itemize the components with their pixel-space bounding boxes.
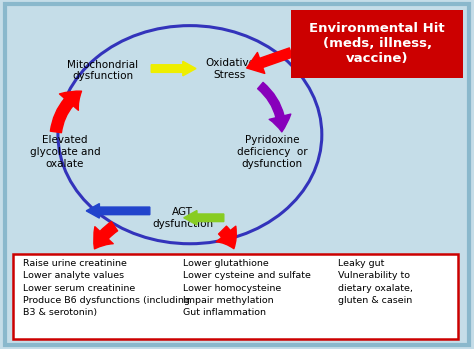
- Text: Raise urine creatinine
Lower analyte values
Lower serum creatinine
Produce B6 dy: Raise urine creatinine Lower analyte val…: [23, 259, 190, 317]
- Text: Leaky gut
Vulnerability to
dietary oxalate,
gluten & casein: Leaky gut Vulnerability to dietary oxala…: [338, 259, 413, 305]
- FancyArrow shape: [184, 210, 224, 225]
- FancyBboxPatch shape: [5, 4, 469, 345]
- Text: Pyridoxine
deficiency  or
dysfunction: Pyridoxine deficiency or dysfunction: [237, 135, 308, 169]
- Text: AGT
dysfunction: AGT dysfunction: [152, 207, 213, 229]
- FancyBboxPatch shape: [13, 254, 458, 339]
- Text: Oxidative
Stress: Oxidative Stress: [205, 58, 255, 80]
- FancyBboxPatch shape: [291, 10, 463, 77]
- FancyArrow shape: [151, 61, 196, 76]
- Text: Lower glutathione
Lower cysteine and sulfate
Lower homocysteine
Impair methylati: Lower glutathione Lower cysteine and sul…: [183, 259, 310, 317]
- Text: Environmental Hit
(meds, illness,
vaccine): Environmental Hit (meds, illness, vaccin…: [310, 22, 445, 65]
- Text: Elevated
glycolate and
oxalate: Elevated glycolate and oxalate: [30, 135, 100, 169]
- FancyArrow shape: [86, 203, 150, 218]
- Text: Mitochondrial
dysfunction: Mitochondrial dysfunction: [67, 60, 138, 81]
